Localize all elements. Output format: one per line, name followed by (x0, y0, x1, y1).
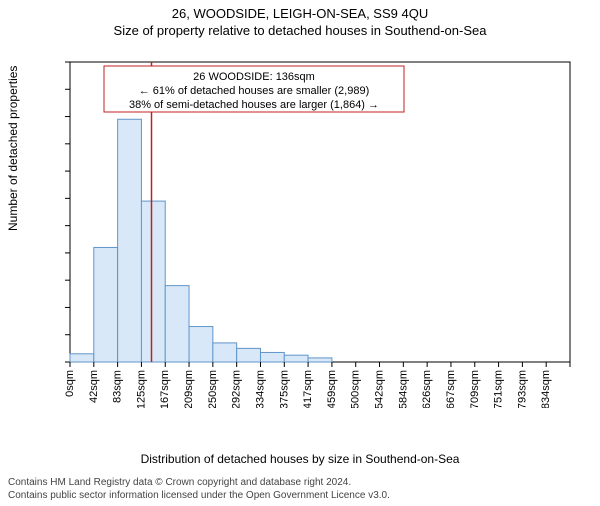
y-axis-label: Number of detached properties (6, 66, 20, 231)
attribution-line1: Contains HM Land Registry data © Crown c… (8, 476, 390, 489)
x-tick-label: 834sqm (540, 370, 552, 408)
histogram-bar (165, 286, 189, 362)
x-tick-label: 584sqm (397, 370, 409, 408)
x-tick-label: 417sqm (302, 370, 314, 408)
annotation-line1: 26 WOODSIDE: 136sqm (193, 71, 315, 83)
x-tick-label: 125sqm (135, 370, 147, 408)
histogram-bar (260, 352, 284, 362)
x-tick-label: 167sqm (159, 370, 171, 408)
x-tick-label: 626sqm (421, 370, 433, 408)
histogram-svg: 0200400600800100012001400160018002000220… (64, 58, 574, 408)
x-tick-label: 42sqm (88, 370, 100, 403)
x-tick-label: 209sqm (183, 370, 195, 408)
chart-title-main: 26, WOODSIDE, LEIGH-ON-SEA, SS9 4QU (0, 6, 600, 21)
annotation-line2: ← 61% of detached houses are smaller (2,… (139, 85, 370, 97)
histogram-bar (308, 358, 332, 362)
x-tick-label: 250sqm (207, 370, 219, 408)
x-tick-label: 751sqm (493, 370, 505, 408)
x-tick-label: 0sqm (64, 370, 76, 397)
histogram-bar (237, 348, 261, 362)
x-tick-label: 292sqm (231, 370, 243, 408)
x-tick-label: 459sqm (326, 370, 338, 408)
chart-container: 26, WOODSIDE, LEIGH-ON-SEA, SS9 4QU Size… (0, 6, 600, 506)
histogram-bar (141, 201, 165, 362)
chart-title-sub: Size of property relative to detached ho… (0, 23, 600, 38)
attribution-line2: Contains public sector information licen… (8, 489, 390, 502)
x-tick-label: 375sqm (278, 370, 290, 408)
plot-area: 0200400600800100012001400160018002000220… (64, 58, 574, 408)
x-tick-label: 83sqm (112, 370, 124, 403)
histogram-bar (70, 354, 94, 362)
histogram-bar (213, 343, 237, 362)
histogram-bar (284, 355, 308, 362)
x-axis-label: Distribution of detached houses by size … (0, 452, 600, 466)
histogram-bar (189, 327, 213, 362)
histogram-bar (118, 119, 142, 362)
x-tick-label: 667sqm (445, 370, 457, 408)
attribution-text: Contains HM Land Registry data © Crown c… (8, 476, 390, 502)
annotation-line3: 38% of semi-detached houses are larger (… (129, 99, 379, 111)
x-tick-label: 334sqm (254, 370, 266, 408)
x-tick-label: 500sqm (350, 370, 362, 408)
histogram-bar (94, 247, 118, 362)
x-tick-label: 709sqm (469, 370, 481, 408)
x-tick-label: 793sqm (516, 370, 528, 408)
x-tick-label: 542sqm (374, 370, 386, 408)
